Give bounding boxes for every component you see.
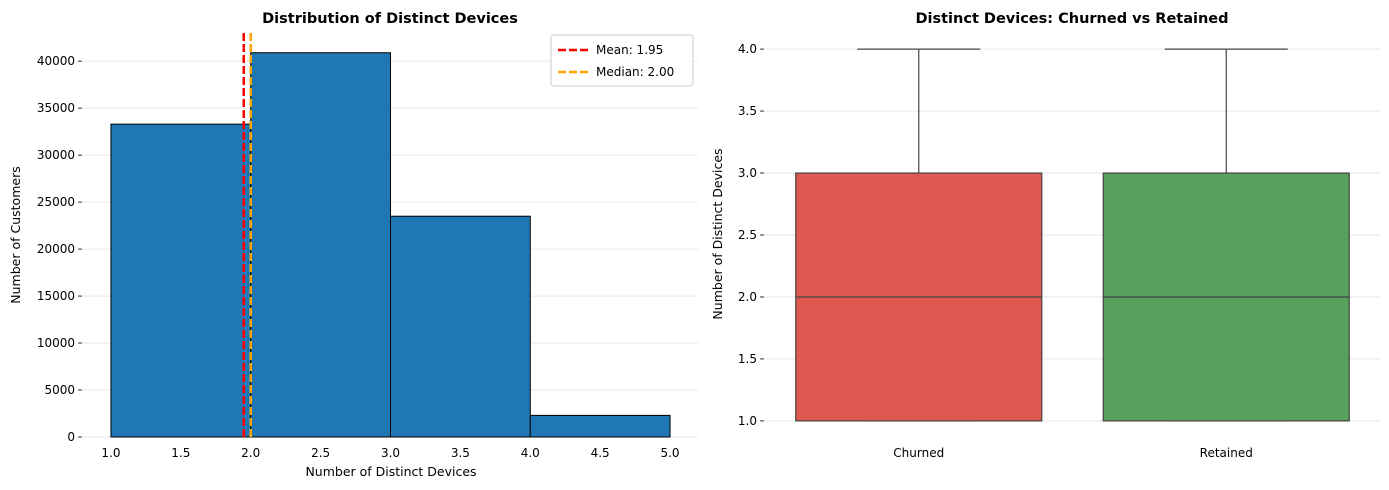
y-tick-label: 25000 — [37, 195, 75, 209]
y-tick-label: 20000 — [37, 242, 75, 256]
boxplot-chart: Distinct Devices: Churned vs Retained Ch… — [710, 11, 1380, 460]
x-tick-label: 4.5 — [591, 446, 610, 460]
legend-label-median: Median: 2.00 — [596, 65, 674, 79]
x-axis-label: Number of Distinct Devices — [305, 464, 476, 479]
y-tick-label: 40000 — [37, 54, 75, 68]
x-tick-label: 2.0 — [241, 446, 260, 460]
x-tick-label: 3.5 — [451, 446, 470, 460]
legend: Mean: 1.95 Median: 2.00 — [550, 34, 694, 87]
box-plots — [795, 48, 1350, 422]
y-tick-label: 5000 — [44, 383, 75, 397]
histogram-bar — [110, 123, 252, 438]
x-axis-ticks: Churned Retained — [893, 446, 1253, 460]
y-tick-label: 1.5 — [738, 352, 757, 366]
histogram-chart: Distribution of Distinct Devices 1.0 1.5 2… — [8, 11, 698, 479]
x-axis-ticks: 1.0 1.5 2.0 2.5 3.0 3.5 4.0 4.5 5.0 — [101, 446, 679, 460]
box-retained — [1102, 48, 1350, 422]
y-tick-label: 35000 — [37, 101, 75, 115]
y-axis-label: Number of Customers — [8, 166, 23, 303]
x-tick-label: 4.0 — [521, 446, 540, 460]
box-churned — [795, 48, 1043, 422]
y-tick-label: 1.0 — [738, 414, 757, 428]
y-tick-label: 30000 — [37, 148, 75, 162]
y-axis-ticks: 1.0 1.5 2.0 2.5 3.0 3.5 4.0 — [738, 42, 764, 428]
histogram-bar — [529, 414, 671, 438]
x-tick-label: 1.0 — [101, 446, 120, 460]
x-tick-label: Churned — [893, 446, 944, 460]
y-tick-label: 4.0 — [738, 42, 757, 56]
y-tick-label: 10000 — [37, 336, 75, 350]
y-tick-label: 3.0 — [738, 166, 757, 180]
y-tick-label: 2.0 — [738, 290, 757, 304]
histogram-bar — [390, 215, 531, 438]
y-tick-label: 2.5 — [738, 228, 757, 242]
chart-title: Distribution of Distinct Devices — [262, 11, 518, 27]
histogram-bar — [250, 52, 391, 438]
y-axis-ticks: 0 5000 10000 15000 20000 25000 30000 35000 40000 — [37, 54, 82, 444]
y-tick-label: 15000 — [37, 289, 75, 303]
y-axis-label: Number of Distinct Devices — [710, 148, 725, 319]
legend-label-mean: Mean: 1.95 — [596, 43, 663, 57]
x-tick-label: 5.0 — [660, 446, 679, 460]
y-tick-label: 3.5 — [738, 104, 757, 118]
x-tick-label: Retained — [1200, 446, 1253, 460]
y-tick-label: 0 — [67, 430, 75, 444]
histogram-bars — [110, 52, 671, 438]
chart-title: Distinct Devices: Churned vs Retained — [915, 11, 1228, 27]
x-tick-label: 1.5 — [171, 446, 190, 460]
x-tick-label: 2.5 — [311, 446, 330, 460]
x-tick-label: 3.0 — [381, 446, 400, 460]
reference-lines — [242, 33, 252, 437]
